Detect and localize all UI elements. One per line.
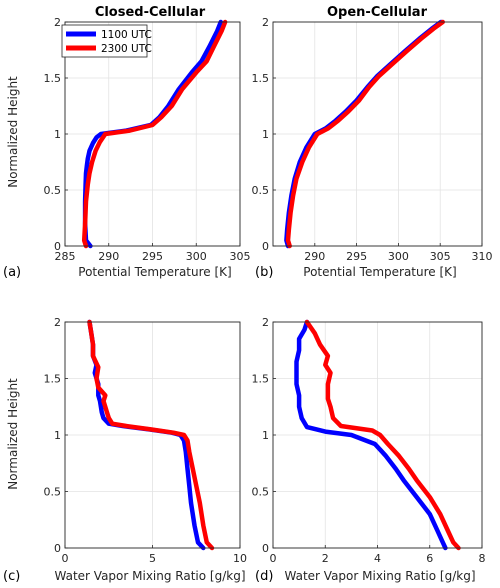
x-tick-label-b: 295 [346,250,367,263]
y-tick-label-b: 1 [262,128,269,141]
x-tick-label-a: 290 [98,250,119,263]
x-tick-label-a: 295 [142,250,163,263]
y-tick-label-a: 1.5 [44,72,62,85]
panel-letter-c: (c) [3,569,20,584]
panel-b-open-cellular-theta: 290 295 300 305 310 0 0.5 1 1.5 2 [252,16,493,263]
y-tick-label-a: 2 [54,16,61,29]
y-tick-label-c: 1 [54,429,61,442]
legend-label-2300: 2300 UTC [101,43,152,55]
x-tick-label-d: 6 [426,552,433,565]
panel-c-closed-cellular-qv: 0 5 10 0 0.5 1 1.5 2 [44,316,248,565]
series-line-d-1100-utc [294,319,448,551]
x-tick-label-a: 300 [186,250,207,263]
ylabel-top: Normalized Height [6,76,20,188]
x-tick-label-c: 5 [149,552,156,565]
legend-box [61,24,148,58]
x-tick-label-c: 0 [62,552,69,565]
y-tick-label-b: 2 [262,16,269,29]
series-line-b-2300-utc [285,19,445,249]
panel-a-closed-cellular-theta: 285 290 295 300 305 0 0.5 1 1.5 2 [44,16,251,263]
legend-label-1100: 1100 UTC [101,29,152,41]
x-tick-label-b: 310 [472,250,493,263]
x-tick-label-b: 290 [304,250,325,263]
x-tick-label-d: 4 [374,552,381,565]
x-tick-label-b: 305 [430,250,451,263]
y-tick-label-d: 1 [262,429,269,442]
y-tick-label-a: 0 [54,240,61,253]
series-line-a-2300-utc [81,19,228,249]
x-tick-label-d: 8 [479,552,486,565]
y-tick-label-b: 1.5 [252,72,270,85]
y-tick-label-c: 0.5 [44,486,62,499]
xlabel-a: Potential Temperature [K] [78,265,231,279]
y-tick-label-b: 0 [262,240,269,253]
ylabel-bottom: Normalized Height [6,378,20,490]
x-tick-label-d: 2 [322,552,329,565]
panel-letter-d: (d) [255,569,273,584]
y-tick-label-d: 1.5 [252,373,270,386]
x-tick-label-a: 285 [55,250,76,263]
title-closed-cellular: Closed-Cellular [95,5,206,20]
y-tick-label-c: 2 [54,316,61,329]
x-tick-label-b: 300 [388,250,409,263]
x-tick-label-c: 10 [233,552,247,565]
y-tick-label-d: 0 [262,542,269,555]
series-line-d-2300-utc [304,319,461,551]
y-tick-label-b: 0.5 [252,184,270,197]
legend: 1100 UTC 2300 UTC [61,24,152,58]
y-tick-label-d: 0.5 [252,486,270,499]
series-line-c-2300-utc [87,319,215,551]
panel-letter-b: (b) [255,265,273,280]
x-tick-label-d: 0 [270,552,277,565]
y-tick-label-c: 0 [54,542,61,555]
y-tick-label-a: 0.5 [44,184,62,197]
title-open-cellular: Open-Cellular [327,5,428,20]
xlabel-b: Potential Temperature [K] [303,265,456,279]
x-tick-label-a: 305 [230,250,251,263]
panel-letter-a: (a) [3,265,21,280]
y-tick-label-a: 1 [54,128,61,141]
y-tick-label-c: 1.5 [44,373,62,386]
xlabel-c: Water Vapor Mixing Ratio [g/kg] [55,569,246,583]
y-tick-label-d: 2 [262,316,269,329]
panel-d-open-cellular-qv: 0 2 4 6 8 0 0.5 1 1.5 2 [252,316,486,565]
xlabel-d: Water Vapor Mixing Ratio [g/kg] [285,569,476,583]
